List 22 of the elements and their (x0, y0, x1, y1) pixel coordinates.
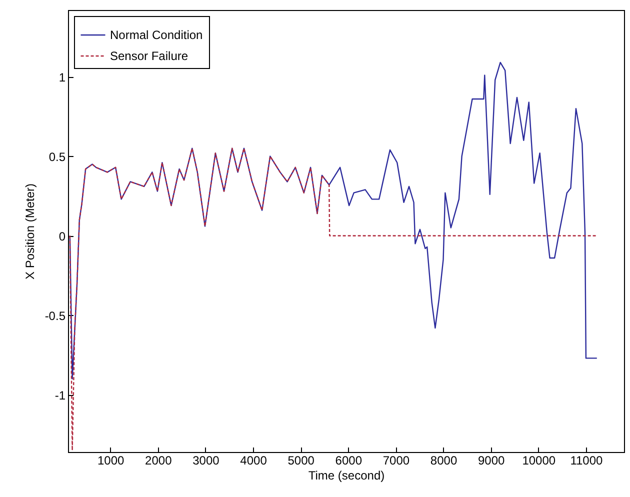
y-tick-label: -0.5 (44, 308, 66, 323)
legend-label: Sensor Failure (110, 49, 188, 63)
x-tick-label: 4000 (240, 454, 268, 468)
x-tick-label: 9000 (478, 454, 505, 468)
line-series (69, 62, 598, 380)
x-tick-label: 10000 (522, 454, 556, 468)
y-tick-label: 0.5 (48, 150, 66, 164)
line-series (69, 148, 598, 452)
y-tick-label: -1 (54, 388, 66, 402)
x-tick-label: 6000 (335, 454, 362, 468)
x-tick-label: 3000 (192, 454, 220, 468)
x-tick-label: 8000 (430, 454, 458, 468)
y-tick-label: 1 (58, 70, 66, 84)
legend-label: Normal Condition (110, 28, 203, 42)
y-tick-label: 0 (58, 229, 66, 244)
x-axis-title: Time (second) (308, 468, 385, 482)
x-tick-label: 1000 (97, 454, 124, 468)
x-tick-label: 5000 (288, 454, 315, 468)
x-tick-label: 7000 (382, 454, 410, 468)
x-tick-label: 11000 (570, 454, 604, 468)
y-axis-title: X Position (Meter) (22, 183, 37, 280)
x-tick-label: 2000 (145, 454, 172, 468)
